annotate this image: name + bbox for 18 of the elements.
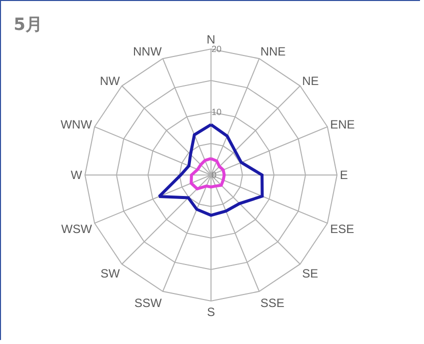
spoke-label: SSW — [134, 296, 162, 310]
spoke-label: WNW — [60, 118, 93, 132]
spoke-label: SE — [302, 266, 318, 281]
spoke-label: WSW — [61, 222, 93, 236]
spoke-label: S — [206, 304, 216, 319]
spoke-label: E — [340, 168, 348, 182]
spoke-label: NNE — [260, 44, 286, 58]
spoke-label: NNW — [133, 44, 162, 58]
spoke-label: W — [70, 168, 83, 182]
spoke-label: SSE — [260, 296, 284, 310]
y-tick-label: 0 — [212, 170, 217, 180]
spoke-label: ENE — [330, 118, 355, 132]
chart-title: 5月 — [14, 14, 42, 35]
spoke-label: NE — [302, 74, 319, 88]
spoke-label: NW — [100, 74, 121, 88]
spoke-label: N — [206, 32, 216, 47]
spoke-label: ESE — [330, 222, 354, 236]
spoke-label: SW — [100, 266, 121, 281]
